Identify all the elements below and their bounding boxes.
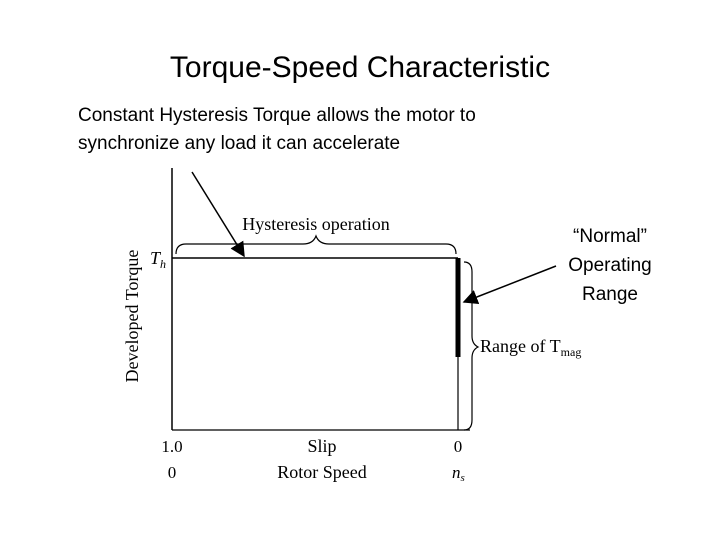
hysteresis-brace	[175, 234, 457, 255]
tmag-range-subscript: mag	[561, 345, 582, 359]
tmag-range-text: Range of T	[480, 336, 561, 356]
slide-subtitle: Constant Hysteresis Torque allows the mo…	[78, 105, 476, 154]
normal-range-callout: “Normal” Operating Range	[568, 226, 652, 305]
callout-arrow	[462, 265, 557, 305]
slide-title: Torque-Speed Characteristic	[169, 51, 551, 84]
synchronous-speed-subscript: s	[461, 472, 465, 484]
tmag-range-label: Range of Tmag	[480, 336, 581, 359]
y-axis-label: Developed Torque	[122, 250, 142, 383]
hysteresis-operation-label: Hysteresis operation	[242, 214, 389, 234]
synchronous-speed-symbol: n	[452, 463, 461, 482]
torque-marker: Th	[150, 248, 166, 271]
slip-end-label: 0	[454, 437, 463, 456]
torque-marker-subscript: h	[160, 257, 166, 271]
rotor-speed-label: Rotor Speed	[277, 462, 367, 482]
speed-start-label: 0	[168, 463, 177, 482]
synchronous-speed-label: ns	[452, 463, 465, 484]
tmag-range-brace	[463, 261, 480, 431]
slip-start-label: 1.0	[161, 437, 182, 456]
slip-label: Slip	[307, 436, 336, 456]
subtitle-arrow	[191, 171, 245, 258]
torque-marker-symbol: T	[150, 248, 162, 268]
